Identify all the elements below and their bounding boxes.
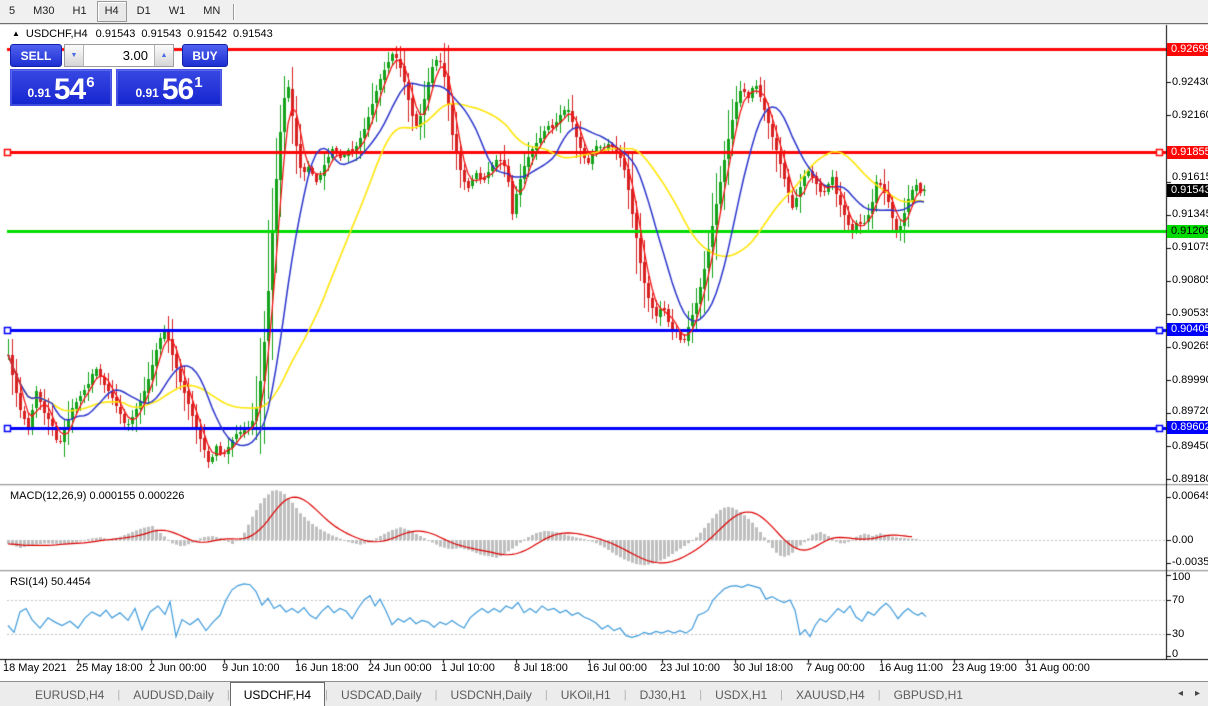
panel-collapse-icon[interactable]: ▲ [12,28,20,38]
chart-tab-usdcad-daily[interactable]: USDCAD,Daily [340,687,422,702]
chart-tab-ukoil-h1[interactable]: UKOil,H1 [560,687,611,702]
tab-separator: | [780,688,784,701]
sell-button[interactable]: SELL [10,44,62,67]
timeframe-button-mn[interactable]: MN [203,5,221,17]
chart-tab-usdcnh-daily[interactable]: USDCNH,Daily [450,687,532,702]
timeframe-button-h1[interactable]: H1 [72,5,87,17]
timeframe-toolbar: 5 M30 H1 H4 D1 W1 MN [0,0,1208,24]
chart-tab-eurusd-h4[interactable]: EURUSD,H4 [35,687,105,702]
chart-symbol: USDCHF,H4 [25,28,88,40]
one-click-trade-panel: SELL ▼ ▲ BUY 0.91 54 6 0.91 56 1 [10,44,228,106]
ohlc-close: 0.91543 [232,28,273,40]
tab-separator: | [117,688,121,701]
tab-scroll-arrows: ◂ ▸ [1178,688,1200,699]
sell-price-pip: 6 [86,74,95,91]
sell-price-box[interactable]: 0.91 54 6 [10,69,112,106]
tab-scroll-right-icon[interactable]: ▸ [1194,688,1200,699]
chart-tab-dj30-h1[interactable]: DJ30,H1 [639,687,687,702]
ohlc-high: 0.91543 [141,28,182,40]
timeframe-button-5[interactable]: 5 [9,5,16,17]
timeframe-button-m30[interactable]: M30 [33,5,55,17]
volume-stepper: ▼ ▲ [64,44,174,67]
chart-ohlc-header: ▲ USDCHF,H4 0.91543 0.91543 0.91542 0.91… [12,28,273,40]
chart-tab-usdchf-h4[interactable]: USDCHF,H4 [229,682,326,706]
toolbar-separator [233,3,236,20]
tab-separator: | [325,688,328,701]
buy-button[interactable]: BUY [182,44,228,67]
volume-increase-button[interactable]: ▲ [154,45,173,66]
buy-price-prefix: 0.91 [135,86,159,100]
chart-tab-usdx-h1[interactable]: USDX,H1 [715,687,768,702]
sell-price-prefix: 0.91 [27,86,51,100]
timeframe-button-d1[interactable]: D1 [136,5,151,17]
sell-price-big: 54 [53,73,86,106]
tab-separator: | [544,688,548,701]
chart-tab-audusd-daily[interactable]: AUDUSD,Daily [133,687,214,702]
volume-decrease-button[interactable]: ▼ [65,45,84,66]
tab-separator: | [623,688,627,701]
tab-separator: | [226,688,230,701]
buy-price-big: 56 [161,73,194,106]
chart-tab-gbpusd-h1[interactable]: GBPUSD,H1 [893,687,963,702]
tab-separator: | [434,688,438,701]
chart-tabs: EURUSD,H4 | AUDUSD,Daily | USDCHF,H4 | USDCAD,… [0,681,1208,706]
chart-tab-xauusd-h4[interactable]: XAUUSD,H4 [796,687,865,702]
tab-scroll-left-icon[interactable]: ◂ [1177,688,1183,699]
tab-separator: | [877,688,881,701]
tab-separator: | [699,688,703,701]
timeframe-button-w1[interactable]: W1 [168,5,186,17]
timeframe-button-h4[interactable]: H4 [96,1,127,22]
volume-input[interactable] [84,45,154,66]
buy-price-box[interactable]: 0.91 56 1 [116,69,222,106]
ohlc-open: 0.91543 [95,28,136,40]
buy-price-pip: 1 [194,74,203,91]
ohlc-low: 0.91542 [187,28,227,40]
